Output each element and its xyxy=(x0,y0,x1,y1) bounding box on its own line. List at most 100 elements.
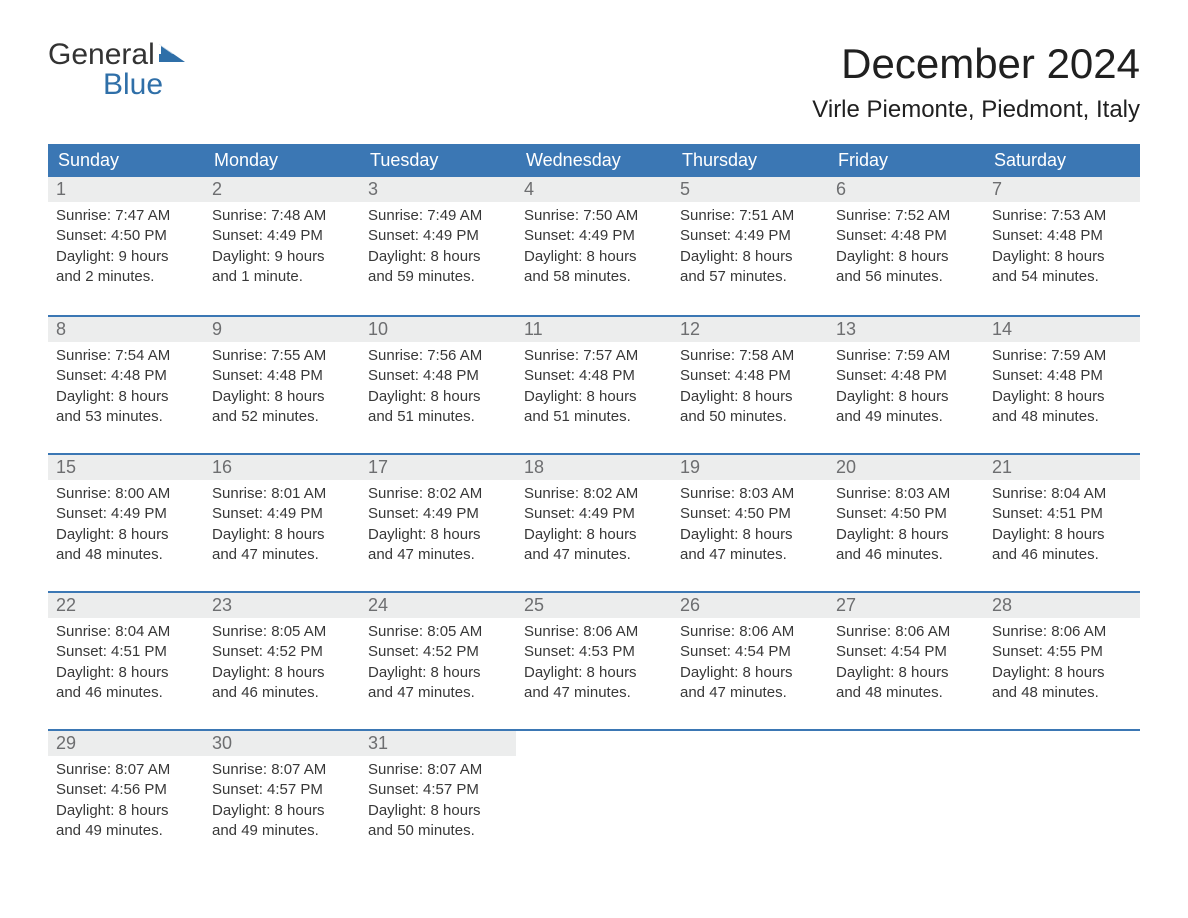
sunset-text: Sunset: 4:49 PM xyxy=(56,504,196,524)
daylight-text-2: and 56 minutes. xyxy=(836,267,976,287)
sunset-text: Sunset: 4:55 PM xyxy=(992,642,1132,662)
daylight-text-2: and 47 minutes. xyxy=(212,545,352,565)
sunset-text: Sunset: 4:57 PM xyxy=(212,780,352,800)
day-details: Sunrise: 8:07 AMSunset: 4:57 PMDaylight:… xyxy=(360,756,516,857)
daylight-text-1: Daylight: 8 hours xyxy=(524,387,664,407)
day-details: Sunrise: 8:06 AMSunset: 4:54 PMDaylight:… xyxy=(672,618,828,719)
day-details: Sunrise: 7:54 AMSunset: 4:48 PMDaylight:… xyxy=(48,342,204,443)
day-number: 16 xyxy=(204,455,360,480)
day-cell: 27Sunrise: 8:06 AMSunset: 4:54 PMDayligh… xyxy=(828,593,984,729)
daylight-text-2: and 50 minutes. xyxy=(368,821,508,841)
day-number: 21 xyxy=(984,455,1140,480)
day-cell: 8Sunrise: 7:54 AMSunset: 4:48 PMDaylight… xyxy=(48,317,204,453)
day-number: 1 xyxy=(48,177,204,202)
day-number: 22 xyxy=(48,593,204,618)
daylight-text-1: Daylight: 8 hours xyxy=(992,663,1132,683)
sunset-text: Sunset: 4:49 PM xyxy=(212,504,352,524)
daylight-text-1: Daylight: 8 hours xyxy=(212,387,352,407)
sunset-text: Sunset: 4:49 PM xyxy=(680,226,820,246)
day-cell: 1Sunrise: 7:47 AMSunset: 4:50 PMDaylight… xyxy=(48,177,204,315)
daylight-text-1: Daylight: 8 hours xyxy=(836,387,976,407)
day-number: 7 xyxy=(984,177,1140,202)
weekday-header-row: Sunday Monday Tuesday Wednesday Thursday… xyxy=(48,144,1140,177)
day-details: Sunrise: 7:55 AMSunset: 4:48 PMDaylight:… xyxy=(204,342,360,443)
sunset-text: Sunset: 4:56 PM xyxy=(56,780,196,800)
sunrise-text: Sunrise: 8:04 AM xyxy=(56,622,196,642)
daylight-text-1: Daylight: 8 hours xyxy=(524,525,664,545)
sunrise-text: Sunrise: 8:03 AM xyxy=(836,484,976,504)
sunset-text: Sunset: 4:48 PM xyxy=(680,366,820,386)
daylight-text-2: and 46 minutes. xyxy=(836,545,976,565)
sunset-text: Sunset: 4:52 PM xyxy=(212,642,352,662)
day-cell: 18 Sunrise: 8:02 AMSunset: 4:49 PMDayligh… xyxy=(516,455,672,591)
day-number: 13 xyxy=(828,317,984,342)
daylight-text-1: Daylight: 8 hours xyxy=(836,247,976,267)
daylight-text-2: and 51 minutes. xyxy=(524,407,664,427)
sunset-text: Sunset: 4:49 PM xyxy=(524,504,664,524)
sunrise-text: Sunrise: 8:04 AM xyxy=(992,484,1132,504)
daylight-text-2: and 57 minutes. xyxy=(680,267,820,287)
daylight-text-1: Daylight: 8 hours xyxy=(680,525,820,545)
sunset-text: Sunset: 4:50 PM xyxy=(836,504,976,524)
day-details: Sunrise: 7:53 AMSunset: 4:48 PMDaylight:… xyxy=(984,202,1140,303)
sunset-text: Sunset: 4:54 PM xyxy=(836,642,976,662)
daylight-text-2: and 48 minutes. xyxy=(836,683,976,703)
sunrise-text: Sunrise: 7:51 AM xyxy=(680,206,820,226)
day-details: Sunrise: 8:03 AMSunset: 4:50 PMDaylight:… xyxy=(828,480,984,581)
weekday-header: Tuesday xyxy=(360,144,516,177)
day-cell: 22Sunrise: 8:04 AMSunset: 4:51 PMDayligh… xyxy=(48,593,204,729)
sunset-text: Sunset: 4:48 PM xyxy=(524,366,664,386)
daylight-text-2: and 46 minutes. xyxy=(992,545,1132,565)
day-details: Sunrise: 8:02 AMSunset: 4:49 PMDaylight:… xyxy=(360,480,516,581)
sunrise-text: Sunrise: 7:57 AM xyxy=(524,346,664,366)
day-number: 20 xyxy=(828,455,984,480)
daylight-text-2: and 48 minutes. xyxy=(992,683,1132,703)
daylight-text-2: and 53 minutes. xyxy=(56,407,196,427)
sunrise-text: Sunrise: 8:02 AM xyxy=(524,484,664,504)
daylight-text-1: Daylight: 8 hours xyxy=(56,387,196,407)
sunrise-text: Sunrise: 8:03 AM xyxy=(680,484,820,504)
daylight-text-2: and 49 minutes. xyxy=(56,821,196,841)
sunset-text: Sunset: 4:48 PM xyxy=(368,366,508,386)
daylight-text-1: Daylight: 8 hours xyxy=(524,247,664,267)
day-number: 27 xyxy=(828,593,984,618)
sunrise-text: Sunrise: 7:49 AM xyxy=(368,206,508,226)
sunrise-text: Sunrise: 7:59 AM xyxy=(992,346,1132,366)
sunset-text: Sunset: 4:48 PM xyxy=(992,226,1132,246)
sunrise-text: Sunrise: 8:07 AM xyxy=(368,760,508,780)
daylight-text-1: Daylight: 8 hours xyxy=(368,663,508,683)
daylight-text-1: Daylight: 9 hours xyxy=(56,247,196,267)
daylight-text-2: and 59 minutes. xyxy=(368,267,508,287)
day-number: 26 xyxy=(672,593,828,618)
daylight-text-2: and 46 minutes. xyxy=(56,683,196,703)
daylight-text-2: and 47 minutes. xyxy=(680,683,820,703)
daylight-text-2: and 48 minutes. xyxy=(992,407,1132,427)
day-cell: 15Sunrise: 8:00 AMSunset: 4:49 PMDayligh… xyxy=(48,455,204,591)
calendar: Sunday Monday Tuesday Wednesday Thursday… xyxy=(48,144,1140,867)
daylight-text-2: and 51 minutes. xyxy=(368,407,508,427)
day-number: 17 xyxy=(360,455,516,480)
daylight-text-1: Daylight: 8 hours xyxy=(368,801,508,821)
daylight-text-1: Daylight: 8 hours xyxy=(212,525,352,545)
daylight-text-2: and 58 minutes. xyxy=(524,267,664,287)
day-details: Sunrise: 8:07 AMSunset: 4:56 PMDaylight:… xyxy=(48,756,204,857)
day-number: 24 xyxy=(360,593,516,618)
daylight-text-2: and 49 minutes. xyxy=(836,407,976,427)
day-number: 23 xyxy=(204,593,360,618)
day-number: 28 xyxy=(984,593,1140,618)
day-details: Sunrise: 8:03 AMSunset: 4:50 PMDaylight:… xyxy=(672,480,828,581)
day-cell: 9Sunrise: 7:55 AMSunset: 4:48 PMDaylight… xyxy=(204,317,360,453)
sunset-text: Sunset: 4:49 PM xyxy=(368,504,508,524)
day-number: 9 xyxy=(204,317,360,342)
logo: General Blue xyxy=(48,40,189,100)
sunset-text: Sunset: 4:51 PM xyxy=(992,504,1132,524)
day-details: Sunrise: 8:01 AMSunset: 4:49 PMDaylight:… xyxy=(204,480,360,581)
day-number: 14 xyxy=(984,317,1140,342)
daylight-text-2: and 46 minutes. xyxy=(212,683,352,703)
day-number: 18 xyxy=(516,455,672,480)
weekday-header: Wednesday xyxy=(516,144,672,177)
day-number: 29 xyxy=(48,731,204,756)
sunrise-text: Sunrise: 8:00 AM xyxy=(56,484,196,504)
day-number: 30 xyxy=(204,731,360,756)
daylight-text-2: and 2 minutes. xyxy=(56,267,196,287)
